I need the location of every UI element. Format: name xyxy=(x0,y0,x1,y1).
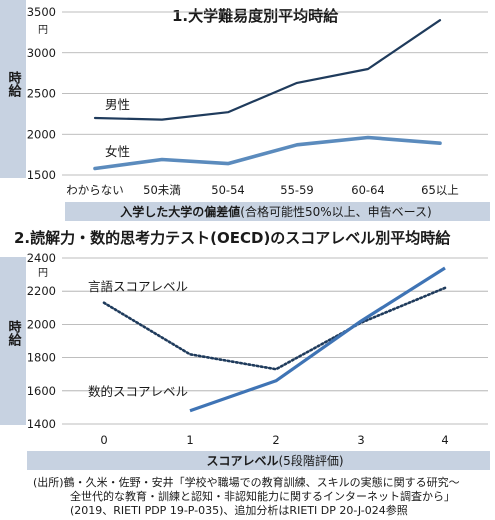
chart1-y-tick-label: 3000 xyxy=(27,46,56,60)
chart1-y-tick-label: 3500 xyxy=(27,5,56,19)
chart2-xaxis-band xyxy=(27,451,490,470)
source-line-1: (出所)鶴・久米・佐野・安井「学校や職場での教育訓練、スキルの実態に関する研究〜 xyxy=(33,475,460,489)
chart2-y-tick-label: 2200 xyxy=(27,284,56,298)
chart2-y-ticks: 1400 1600 1800 2000 2200 2400 xyxy=(27,251,56,431)
chart2-y-unit: 円 xyxy=(38,268,48,279)
chart1-xaxis-note: (合格可能性50%以上、申告ベース) xyxy=(240,204,431,219)
chart1-series-male-line xyxy=(93,19,442,121)
chart2-xaxis-label: スコアレベル xyxy=(206,454,278,468)
chart1-series-female-line xyxy=(93,135,442,171)
chart-1: 時給 1.大学難易度別平均時給 1500 2000 2500 3000 3500 円 男… xyxy=(0,0,490,221)
chart1-xaxis-title: 入学した大学の偏差値(合格可能性50%以上、申告ベース) xyxy=(120,204,431,219)
chart2-x-tick-label: 2 xyxy=(272,433,279,447)
chart1-y-tick-label: 2000 xyxy=(27,127,56,141)
chart1-ylabel-band xyxy=(0,0,26,178)
chart1-series-label-female: 女性 xyxy=(105,144,130,159)
chart2-title: 2.読解力・数的思考力テスト(OECD)のスコアレベル別平均時給 xyxy=(14,229,451,247)
chart2-gridlines xyxy=(62,257,488,425)
chart2-x-tick-label: 3 xyxy=(357,433,364,447)
chart1-x-tick-label: 50未満 xyxy=(143,183,181,197)
chart1-y-ticks: 1500 2000 2500 3000 3500 xyxy=(27,5,56,182)
chart1-y-tick-label: 1500 xyxy=(27,168,56,182)
chart1-title: 1.大学難易度別平均時給 xyxy=(172,7,339,25)
chart2-x-tick-label: 1 xyxy=(186,433,193,447)
source-note: (出所)鶴・久米・佐野・安井「学校や職場での教育訓練、スキルの実態に関する研究〜… xyxy=(33,475,460,517)
chart1-x-tick-label: 55-59 xyxy=(280,183,313,197)
chart1-x-tick-label: わからない xyxy=(66,183,124,197)
chart1-xaxis-band xyxy=(65,202,490,221)
chart1-series-label-male: 男性 xyxy=(105,97,130,112)
chart2-series xyxy=(102,266,447,413)
chart2-y-tick-label: 1600 xyxy=(27,384,56,398)
chart2-y-tick-label: 2400 xyxy=(27,251,56,265)
chart2-series-numeric-line xyxy=(189,266,446,413)
source-line-3: (2019、RIETI PDP 19-P-035)、追加分析はRIETI DP … xyxy=(70,503,408,517)
chart2-series-verbal-line xyxy=(102,286,447,371)
chart1-x-ticks: わからない 50未満 50-54 55-59 60-64 65以上 xyxy=(66,183,459,197)
chart2-ylabel: 時給 xyxy=(6,319,22,347)
chart2-x-tick-label: 4 xyxy=(441,433,448,447)
chart1-series xyxy=(93,19,442,171)
chart2-xaxis-note: (5段階評価) xyxy=(279,453,344,468)
chart1-x-tick-label: 50-54 xyxy=(211,183,244,197)
chart1-ylabel: 時給 xyxy=(6,70,22,98)
chart1-xaxis-label: 入学した大学の偏差値 xyxy=(120,204,240,219)
source-line-2: 全世代的な教育・訓練と認知・非認知能力に関するインターネット調査から」 xyxy=(70,489,455,503)
chart2-y-tick-label: 2000 xyxy=(27,317,56,331)
chart2-y-tick-label: 1800 xyxy=(27,351,56,365)
chart1-x-tick-label: 60-64 xyxy=(351,183,384,197)
chart2-x-tick-label: 0 xyxy=(100,433,107,447)
chart-2: 2.読解力・数的思考力テスト(OECD)のスコアレベル別平均時給 時給 1400… xyxy=(0,229,490,470)
chart2-x-ticks: 0 1 2 3 4 xyxy=(100,433,448,447)
chart2-y-tick-label: 1400 xyxy=(27,417,56,431)
chart1-y-unit: 円 xyxy=(38,25,48,36)
chart1-gridlines xyxy=(62,11,488,176)
chart2-series-label-verbal: 言語スコアレベル xyxy=(88,279,188,294)
chart2-ylabel-band xyxy=(0,257,26,425)
chart2-series-label-numeric: 数的スコアレベル xyxy=(88,384,188,399)
chart1-y-tick-label: 2500 xyxy=(27,87,56,101)
chart2-xaxis-title: スコアレベル(5段階評価) xyxy=(206,453,343,468)
chart1-x-tick-label: 65以上 xyxy=(421,183,459,197)
